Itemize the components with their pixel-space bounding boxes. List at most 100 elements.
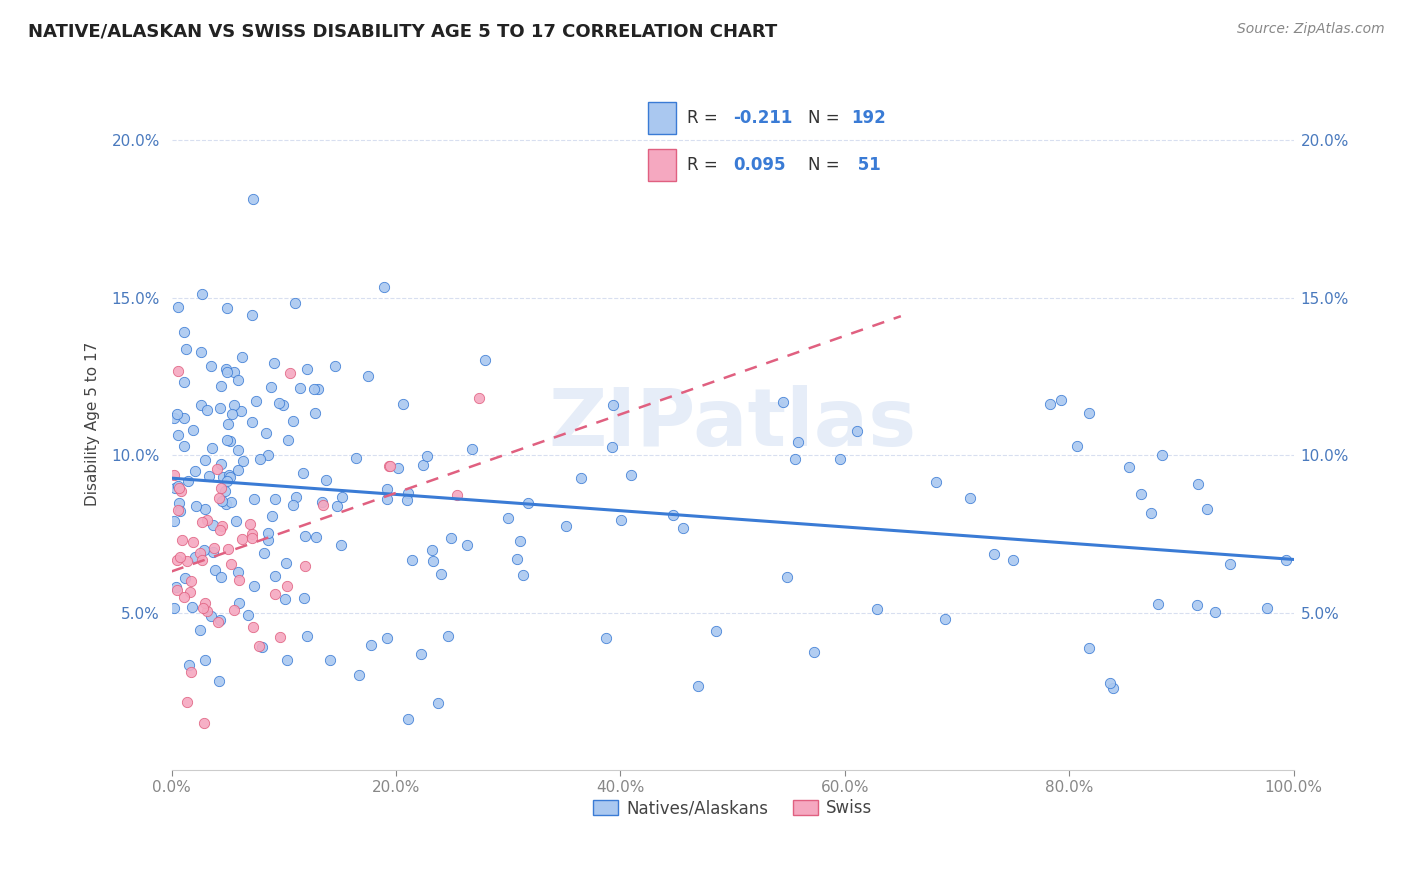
Point [167,481,190,495]
Point [173,571,195,585]
Point [983,548,1005,562]
Point [166,407,188,421]
Point [830,451,852,466]
Point [201,442,224,456]
Point [276,653,298,667]
Point [1102,681,1125,696]
Point [274,591,297,606]
Point [512,567,534,582]
Text: ZIPatlas: ZIPatlas [548,384,917,463]
Point [263,492,285,507]
Point [212,470,235,484]
Point [166,581,188,595]
Point [188,624,211,638]
Point [1204,606,1226,620]
Text: NATIVE/ALASKAN VS SWISS DISABILITY AGE 5 TO 17 CORRELATION CHART: NATIVE/ALASKAN VS SWISS DISABILITY AGE 5… [28,22,778,40]
Point [688,679,710,693]
Point [776,570,799,584]
Point [222,365,245,379]
Point [772,395,794,409]
Point [207,615,229,629]
Point [222,602,245,616]
Point [392,397,415,411]
Point [221,407,243,421]
Point [236,608,259,623]
Point [173,439,195,453]
Point [254,426,277,441]
Point [211,519,233,533]
Y-axis label: Disability Age 5 to 17: Disability Age 5 to 17 [86,342,100,506]
Point [1187,477,1209,491]
Point [209,569,232,583]
Point [866,602,889,616]
Point [195,403,218,417]
Point [263,356,285,370]
Point [202,518,225,533]
Point [1256,600,1278,615]
Point [396,712,419,726]
Point [209,481,232,495]
Point [516,496,538,510]
Point [163,514,186,528]
Point [167,300,190,314]
Point [356,369,378,384]
Point [167,503,190,517]
Point [217,542,239,557]
Point [218,434,240,449]
Point [173,410,195,425]
Point [436,629,458,643]
Point [179,585,201,599]
Point [461,442,484,457]
Point [1077,406,1099,420]
Point [284,295,307,310]
Point [176,554,198,568]
Point [330,490,353,504]
Point [191,600,214,615]
Point [226,443,249,458]
Point [281,414,304,428]
Point [294,528,316,542]
Point [231,532,253,546]
Point [181,599,204,614]
Point [427,696,450,710]
Point [305,530,328,544]
Point [177,474,200,488]
Point [193,715,215,730]
Point [304,406,326,420]
Point [456,538,478,552]
Point [200,608,222,623]
Point [211,457,233,471]
Point [226,566,249,580]
Point [200,359,222,373]
Point [269,630,291,644]
Point [205,462,228,476]
Point [221,494,243,508]
Point [785,452,807,467]
Point [257,533,280,547]
Point [396,486,419,500]
Point [595,631,617,645]
Point [925,475,948,489]
Point [215,433,238,447]
Point [191,553,214,567]
Point [242,192,264,206]
Point [167,479,190,493]
Point [163,410,186,425]
Point [249,452,271,467]
Point [262,509,284,524]
Point [243,492,266,507]
Point [1066,439,1088,453]
Legend: Natives/Alaskans, Swiss: Natives/Alaskans, Swiss [586,793,879,824]
Point [1195,502,1218,516]
Point [184,550,207,565]
Point [209,523,232,537]
Point [188,546,211,560]
Point [195,604,218,618]
Point [217,417,239,431]
Point [169,549,191,564]
Point [202,541,225,555]
Point [429,566,451,581]
Point [1140,506,1163,520]
Point [412,458,434,472]
Point [662,508,685,523]
